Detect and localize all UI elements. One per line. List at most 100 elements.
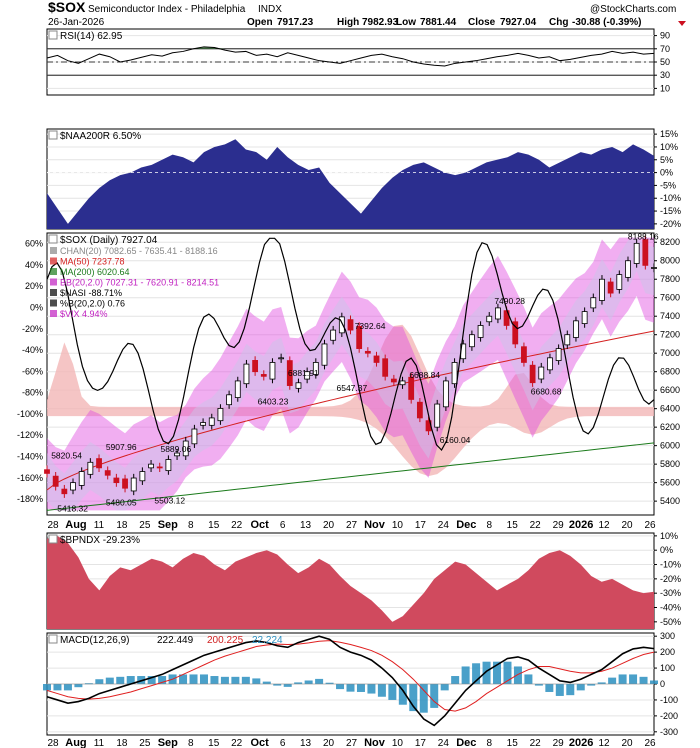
rsi-tick-label: 90 [660, 31, 670, 41]
candle-body [625, 260, 631, 278]
low-label: Low [396, 17, 416, 28]
macd-histogram-bar [346, 684, 355, 692]
candle-body [78, 471, 85, 486]
candle-body [243, 363, 250, 385]
macd-histogram-bar [283, 684, 292, 687]
x-axis-label: 15 [507, 520, 519, 531]
candle-body [434, 403, 441, 428]
bpndx-tick-label: -30% [660, 588, 681, 598]
macd-histogram-bar [63, 684, 72, 691]
legend-swatch [50, 257, 57, 265]
x-axis-label: 26 [644, 520, 656, 531]
x-axis-label: 17 [415, 738, 427, 748]
macd-tick-label: 0 [660, 679, 665, 689]
legend-swatch [50, 278, 57, 286]
rsi-panel: 90 70 50 30 10 RSI(14) 62.95 [46, 28, 670, 96]
bpndx-tick-label: -20% [660, 574, 681, 584]
bpndx-title: $BPNDX -29.23% [60, 535, 140, 546]
price-annotation: 6547.37 [337, 383, 368, 393]
ohlc-readout: Open 7917.23 High 7982.93 Low 7881.44 Cl… [247, 17, 641, 28]
candle-body [312, 362, 319, 375]
candle-body [321, 343, 328, 366]
nasi-tick-label: 40% [25, 260, 43, 270]
ma50-line [46, 330, 655, 491]
candle-body [252, 360, 259, 373]
candle-body [399, 380, 406, 386]
price-annotation: 6688.84 [409, 370, 440, 380]
legend-item: MA(50) 7237.78 [60, 257, 125, 267]
x-axis-label: 2026 [569, 519, 593, 531]
price-annotation: 5907.96 [106, 442, 137, 452]
price-tick-label: 5400 [660, 496, 680, 506]
macd-histogram-bar [451, 676, 460, 684]
macd-histogram-bar [555, 684, 564, 696]
candle-body [104, 470, 111, 476]
x-axis-label: 13 [300, 738, 312, 748]
macd-histogram-bar [377, 684, 386, 697]
price-annotation: 7392.64 [355, 321, 386, 331]
macd-histogram-bar [608, 677, 617, 684]
candle-body [573, 320, 579, 338]
macd-histogram-bar [472, 663, 481, 684]
macd-panel: 300 200 100 0 -100 -200 -300 MACD(12,26,9) 222.4… [43, 631, 678, 737]
x-axis-label: 22 [231, 738, 243, 748]
naa-tick-label: -15% [660, 206, 681, 216]
x-axis-label: 20 [621, 738, 633, 748]
candle-body [581, 311, 588, 325]
candle-body [651, 267, 657, 269]
price-tick-label: 6200 [660, 422, 680, 432]
nasi-tick-label: -160% [17, 473, 43, 483]
rsi-legend-swatch [48, 30, 58, 40]
naa200r-area [47, 139, 654, 229]
bpndx-tick-label: 10% [660, 531, 678, 541]
candle-body [217, 407, 224, 422]
x-axis-label: 15 [208, 520, 220, 531]
candle-body [122, 478, 128, 489]
x-axis-label: 25 [139, 520, 151, 531]
nasi-tick-label: 60% [25, 239, 43, 249]
x-axis-label: Nov [364, 519, 386, 531]
price-annotation: 6160.04 [440, 435, 471, 445]
legend-swatch [50, 268, 57, 275]
candle-body [529, 364, 536, 384]
price-tick-label: 7000 [660, 348, 680, 358]
legend-item: $NASI -88.71% [60, 288, 122, 298]
x-axis-label: 8 [486, 520, 492, 531]
nasi-tick-label: 20% [25, 281, 43, 291]
price-tick-label: 5600 [660, 478, 680, 488]
x-axis-label: 25 [139, 738, 151, 748]
nasi-tick-label: -180% [17, 494, 43, 504]
candle-body [564, 334, 571, 346]
candle-body [148, 463, 154, 469]
nasi-tick-label: -20% [22, 324, 43, 334]
macd-histogram-bar [597, 682, 606, 684]
bpndx-panel: 10% 0% -10% -20% -30% -40% -50% $BPNDX -29.23% [46, 531, 681, 630]
nasi-tick-label: -40% [22, 345, 43, 355]
macd-histogram-bar [419, 684, 428, 713]
macd-histogram-bar [639, 676, 648, 684]
nasi-tick-label: -60% [22, 366, 43, 376]
macd-histogram-bar [220, 676, 229, 684]
x-axis-label: 10 [392, 738, 404, 748]
macd-histogram-bar [650, 680, 658, 684]
candle-body [495, 307, 501, 320]
candle-body [521, 346, 527, 363]
candle-body [373, 355, 380, 363]
macd-histogram-bar [105, 677, 114, 684]
macd-histogram-bar [513, 666, 522, 684]
bpndx-area [47, 535, 654, 629]
candle-body [295, 382, 302, 389]
naa200r-legend-swatch [48, 130, 58, 140]
signal-value: 200.225 [207, 635, 244, 646]
macd-histogram-bar [482, 661, 491, 684]
open-value: 7917.23 [277, 17, 314, 28]
x-axis-label: 6 [280, 520, 286, 531]
candle-body [191, 428, 198, 445]
x-axis-label: 2026 [569, 737, 593, 748]
x-axis-label: 26 [644, 738, 656, 748]
x-axis-label: 28 [47, 738, 59, 748]
x-axis-label: 29 [553, 520, 565, 531]
macd-histogram-bar [430, 684, 439, 708]
